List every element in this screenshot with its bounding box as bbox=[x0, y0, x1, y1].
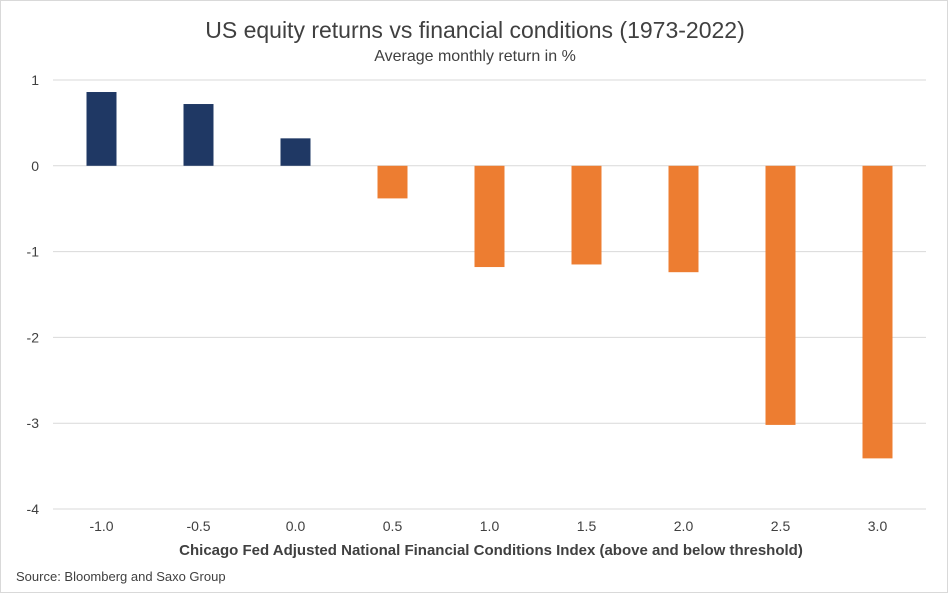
bar bbox=[668, 165, 699, 273]
x-tick-label: 1.0 bbox=[480, 518, 500, 534]
y-tick-label: 1 bbox=[31, 72, 39, 88]
bar bbox=[280, 138, 311, 166]
chart-subtitle: Average monthly return in % bbox=[374, 48, 576, 65]
y-tick-label: -2 bbox=[27, 329, 40, 345]
x-tick-label: -0.5 bbox=[186, 518, 210, 534]
chart-title: US equity returns vs financial condition… bbox=[205, 17, 745, 43]
source-note: Source: Bloomberg and Saxo Group bbox=[16, 569, 226, 584]
x-tick-label: 2.0 bbox=[674, 518, 694, 534]
bar bbox=[183, 104, 214, 166]
bar bbox=[765, 165, 796, 425]
bar bbox=[571, 165, 602, 265]
x-tick-label: 1.5 bbox=[577, 518, 597, 534]
bar bbox=[86, 92, 117, 166]
x-tick-label: 3.0 bbox=[868, 518, 888, 534]
bar bbox=[377, 165, 408, 199]
bar bbox=[862, 165, 893, 459]
y-tick-label: -4 bbox=[27, 501, 40, 517]
x-axis-label: Chicago Fed Adjusted National Financial … bbox=[179, 542, 803, 559]
bar bbox=[474, 165, 505, 268]
x-tick-label: 2.5 bbox=[771, 518, 791, 534]
x-tick-label: 0.5 bbox=[383, 518, 403, 534]
x-tick-label: -1.0 bbox=[89, 518, 113, 534]
y-tick-label: 0 bbox=[31, 158, 39, 174]
x-tick-label: 0.0 bbox=[286, 518, 306, 534]
y-tick-label: -1 bbox=[27, 244, 40, 260]
y-tick-label: -3 bbox=[27, 415, 40, 431]
